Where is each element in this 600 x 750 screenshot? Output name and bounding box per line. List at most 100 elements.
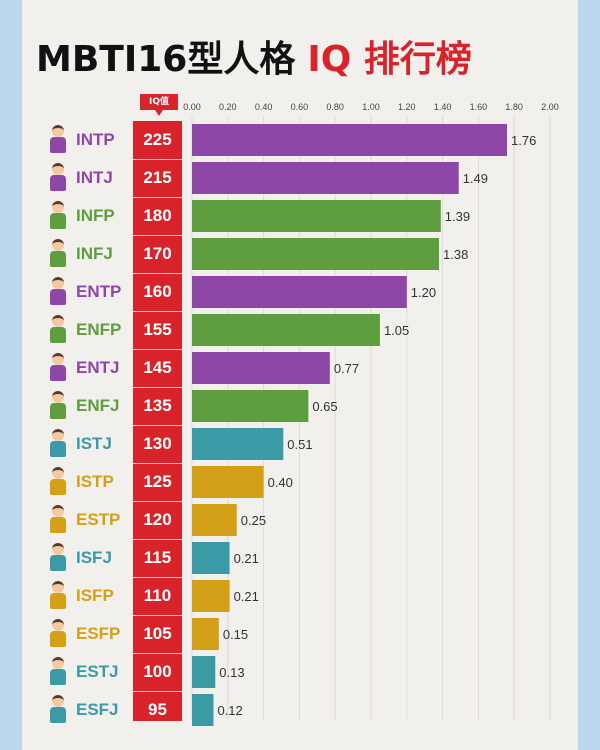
- type-label: ESTP: [76, 510, 121, 529]
- iq-divider: [133, 577, 182, 578]
- bar: [192, 618, 219, 650]
- type-label: INTP: [76, 130, 115, 149]
- iq-value: 215: [143, 168, 172, 187]
- iq-divider: [133, 159, 182, 160]
- iq-value: 155: [143, 320, 172, 339]
- type-row: INTP 225: [22, 121, 578, 159]
- x-tick-label: 1.80: [505, 102, 523, 112]
- iq-value: 160: [143, 282, 172, 301]
- iq-value: 225: [143, 130, 172, 149]
- iq-value: 130: [143, 434, 172, 453]
- x-tick-label: 0.60: [291, 102, 309, 112]
- iq-divider: [133, 691, 182, 692]
- iq-divider: [133, 273, 182, 274]
- iq-divider: [133, 349, 182, 350]
- iq-value: 110: [143, 586, 172, 605]
- bar: [192, 580, 230, 612]
- chart-title: MBTI16型人格 IQ 排行榜: [22, 20, 578, 100]
- type-row: ISTP 125: [22, 463, 578, 501]
- type-label: ESTJ: [76, 662, 119, 681]
- x-tick-label: 0.40: [255, 102, 273, 112]
- iq-column: [133, 121, 182, 721]
- type-label: ISTP: [76, 472, 114, 491]
- x-tick-label: 2.00: [541, 102, 559, 112]
- character-avatar-icon: [48, 581, 68, 611]
- type-label: ENTJ: [76, 358, 120, 377]
- iq-value: 105: [143, 624, 172, 643]
- type-row: ISTJ 130: [22, 425, 578, 463]
- iq-value: 145: [143, 358, 172, 377]
- type-row: ESFJ 95: [22, 691, 578, 729]
- bar-value-label: 0.13: [219, 665, 244, 680]
- bar: [192, 124, 508, 156]
- type-row: INFJ 170: [22, 235, 578, 273]
- type-row: ESTJ 100: [22, 653, 578, 691]
- bar-value-label: 0.12: [217, 703, 242, 718]
- iq-divider: [133, 653, 182, 654]
- character-avatar-icon: [48, 391, 68, 421]
- bar-value-label: 0.21: [234, 551, 259, 566]
- type-row: ENTJ 145: [22, 349, 578, 387]
- iq-value: 95: [148, 700, 167, 719]
- iq-value: 120: [143, 510, 172, 529]
- type-label: ISFJ: [76, 548, 112, 567]
- bar-value-label: 0.65: [312, 399, 337, 414]
- type-label: ESFJ: [76, 700, 119, 719]
- bar-chart: 0.00 0.20 0.40 0.60 0.80 1.00 1.20 1.40 1.60 1.80…: [183, 102, 559, 726]
- type-row: ESTP 120: [22, 501, 578, 539]
- x-tick-label: 1.00: [362, 102, 380, 112]
- character-avatar-icon: [48, 353, 68, 383]
- bar-value-label: 1.76: [511, 133, 536, 148]
- bar: [192, 542, 230, 574]
- type-row: ESFP 105: [22, 615, 578, 653]
- character-avatar-icon: [48, 695, 68, 725]
- iq-column-header: IQ值: [140, 94, 178, 116]
- type-row: ENFJ 135: [22, 387, 578, 425]
- title-part2: IQ 排行榜: [307, 39, 472, 80]
- x-tick-label: 1.40: [434, 102, 452, 112]
- type-row: ISFJ 115: [22, 539, 578, 577]
- bar: [192, 200, 441, 232]
- bar: [192, 428, 284, 460]
- iq-divider: [133, 615, 182, 616]
- bar: [192, 314, 380, 346]
- bar: [192, 504, 237, 536]
- x-tick-label: 0.00: [183, 102, 201, 112]
- bar-value-label: 1.39: [445, 209, 470, 224]
- character-avatar-icon: [48, 543, 68, 573]
- x-tick-label: 0.20: [219, 102, 237, 112]
- iq-value: 100: [143, 662, 172, 681]
- iq-divider: [133, 311, 182, 312]
- type-label: INFJ: [76, 244, 113, 263]
- type-label: ESFP: [76, 624, 121, 643]
- bar: [192, 694, 214, 726]
- character-avatar-icon: [48, 429, 68, 459]
- type-label: ENTP: [76, 282, 122, 301]
- bar-value-label: 0.40: [268, 475, 293, 490]
- bar-value-label: 1.49: [463, 171, 488, 186]
- character-avatar-icon: [48, 315, 68, 345]
- type-label: ENFP: [76, 320, 122, 339]
- bar: [192, 656, 216, 688]
- character-avatar-icon: [48, 277, 68, 307]
- chart-frame: MBTI16型人格 IQ 排行榜 0.00 0.20 0.40 0.60 0.80 1.00…: [22, 0, 578, 750]
- iq-value: 170: [143, 244, 172, 263]
- iq-divider: [133, 235, 182, 236]
- bar-value-label: 0.51: [287, 437, 312, 452]
- character-avatar-icon: [48, 163, 68, 193]
- x-tick-label: 0.80: [326, 102, 344, 112]
- character-avatar-icon: [48, 201, 68, 231]
- bar-value-label: 1.38: [443, 247, 468, 262]
- iq-divider: [133, 387, 182, 388]
- iq-value: 125: [143, 472, 172, 491]
- character-avatar-icon: [48, 619, 68, 649]
- bar-value-label: 0.15: [223, 627, 248, 642]
- type-label: ISTJ: [76, 434, 112, 453]
- bar: [192, 390, 309, 422]
- bar: [192, 352, 330, 384]
- bar-value-label: 1.20: [411, 285, 436, 300]
- character-avatar-icon: [48, 125, 68, 155]
- iq-divider: [133, 425, 182, 426]
- type-label: INTJ: [76, 168, 113, 187]
- character-avatar-icon: [48, 657, 68, 687]
